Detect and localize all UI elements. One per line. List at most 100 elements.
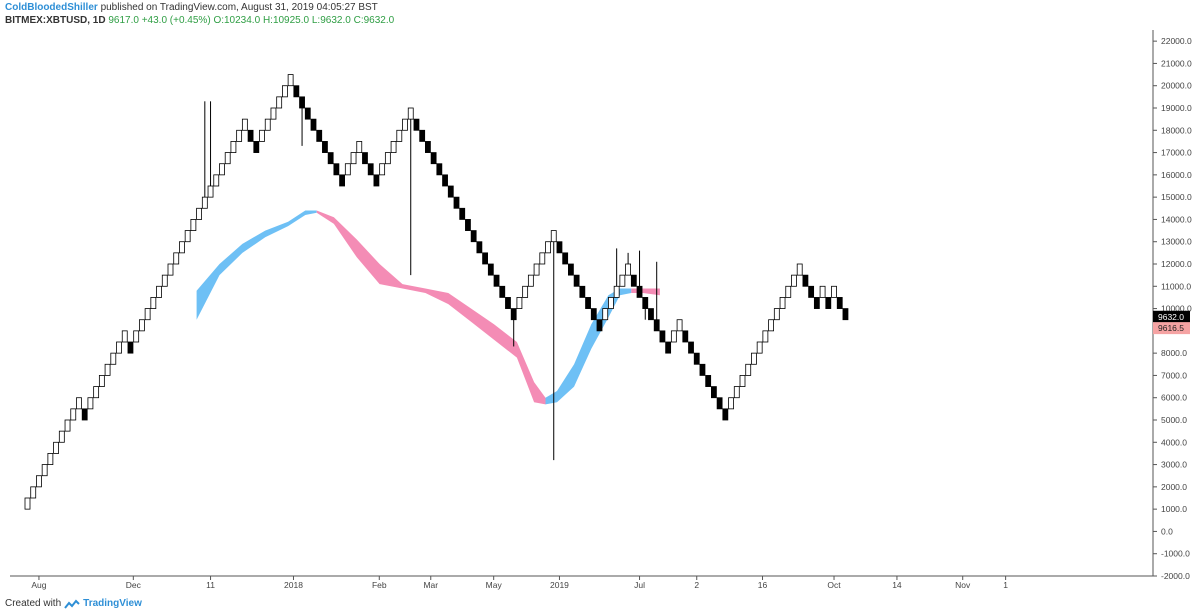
renko-brick-up (550, 230, 557, 243)
renko-brick-up (104, 363, 111, 376)
price-tick-label: 20000.0 (1161, 81, 1192, 91)
renko-brick-up (619, 274, 626, 287)
renko-brick-up (733, 386, 740, 399)
price-tick-label: 1000.0 (1161, 504, 1187, 514)
renko-brick-down (642, 297, 649, 309)
renko-brick-down (688, 341, 694, 354)
renko-brick-down (310, 118, 317, 131)
renko-brick-down (127, 341, 134, 354)
price-change: +43.0 (+0.45%) (141, 15, 211, 26)
renko-brick-up (407, 107, 414, 120)
ribbon-segment-0 (196, 210, 317, 320)
renko-brick-up (196, 207, 203, 220)
renko-brick-down (693, 352, 700, 365)
symbol-name[interactable]: BITMEX:XBTUSD, 1D (5, 15, 106, 26)
renko-brick-up (516, 297, 523, 309)
renko-brick-down (842, 308, 849, 321)
time-axis[interactable]: Aug Dec 11 2018 Feb Mar May 2019 Jul 2 16 Oct 14 Nov 1 (31, 576, 1008, 590)
renko-brick-up (264, 118, 271, 131)
price-tick-label: 22000.0 (1161, 36, 1192, 46)
renko-brick-up (138, 319, 145, 332)
renko-brick-up (53, 441, 59, 454)
renko-brick-down (293, 85, 300, 98)
renko-brick-down (705, 375, 712, 387)
price-tick-label: 15000.0 (1161, 192, 1192, 202)
renko-brick-down (659, 330, 666, 343)
renko-brick-down (304, 107, 311, 120)
price-tick-label: 0.0 (1161, 526, 1173, 536)
time-tick-label: 2019 (550, 580, 569, 590)
renko-brick-down (636, 285, 643, 298)
renko-brick-up (762, 330, 769, 343)
renko-brick-up (167, 263, 174, 276)
renko-brick-up (150, 297, 157, 309)
time-tick-label: 11 (206, 580, 215, 590)
renko-brick-up (236, 129, 243, 142)
renko-brick-down (653, 319, 660, 332)
renko-brick-up (133, 330, 140, 343)
renko-brick-down (711, 386, 717, 399)
renko-brick-down (419, 129, 426, 142)
renko-brick-down (825, 297, 832, 309)
renko-brick-down (596, 319, 603, 332)
renko-brick-up (831, 285, 837, 298)
renko-brick-down (442, 174, 448, 187)
renko-brick-down (465, 219, 471, 231)
renko-brick-down (470, 230, 477, 243)
renko-brick-up (522, 285, 529, 298)
tradingview-logo-icon (64, 599, 80, 609)
time-tick-label: Aug (31, 580, 46, 590)
price-axis[interactable]: -2000.0 -1000.0 0.0 1000.0 2000.0 3000.0 4000.… (1153, 36, 1192, 581)
renko-brick-up (287, 74, 294, 87)
symbol-legend: BITMEX:XBTUSD, 1D 9617.0 +43.0 (+0.45%) … (5, 15, 394, 26)
renko-brick-up (87, 397, 94, 410)
time-tick-label: Nov (955, 580, 971, 590)
plot-area[interactable] (10, 30, 1153, 576)
renko-brick-down (247, 129, 254, 142)
price-tick-label: 21000.0 (1161, 58, 1192, 68)
renko-brick-up (173, 252, 180, 265)
renko-brick-up (110, 352, 117, 365)
renko-brick-up (379, 163, 386, 176)
renko-brick-up (201, 196, 208, 209)
wick-layer (204, 101, 658, 461)
renko-brick-up (156, 285, 162, 298)
tradingview-brand[interactable]: TradingView (83, 598, 142, 609)
price-tick-label: 11000.0 (1161, 281, 1191, 291)
renko-brick-up (64, 419, 71, 432)
price-tick-label: 10000.0 (1161, 304, 1192, 314)
renko-brick-up (533, 263, 540, 276)
ribbon-segment-2 (545, 288, 632, 405)
renko-brick-up (76, 397, 82, 410)
renko-brick-up (47, 453, 54, 465)
price-tick-label: 12000.0 (1161, 259, 1192, 269)
created-with-text: Created with (5, 598, 62, 609)
renko-brick-up (30, 486, 37, 499)
price-label-box (1153, 310, 1190, 323)
renko-brick-down (665, 341, 672, 354)
renko-brick-up (161, 274, 168, 287)
price-tick-label: 7000.0 (1161, 370, 1187, 380)
renko-brick-down (339, 174, 346, 187)
renko-brick-up (144, 308, 151, 321)
renko-brick-up (796, 263, 803, 276)
price-tick-label: 5000.0 (1161, 415, 1187, 425)
price-tick-label: 13000.0 (1161, 237, 1192, 247)
renko-brick-up (259, 129, 265, 142)
renko-brick-up (756, 341, 763, 354)
renko-brick-down (459, 207, 466, 220)
renko-brick-down (453, 196, 460, 209)
renko-brick-up (384, 152, 391, 165)
renko-brick-up (356, 141, 363, 153)
renko-brick-down (299, 96, 305, 109)
ribbon-segment-1 (316, 210, 546, 405)
low-value: L:9632.0 (311, 15, 351, 26)
renko-brick-up (527, 274, 534, 287)
author-name[interactable]: ColdBloodedShiller (5, 2, 98, 13)
renko-brick-down (430, 152, 437, 165)
renko-brick-down (487, 263, 494, 276)
renko-brick-up (184, 230, 191, 243)
renko-brick-up (791, 274, 797, 287)
last-price: 9617.0 (108, 15, 139, 26)
